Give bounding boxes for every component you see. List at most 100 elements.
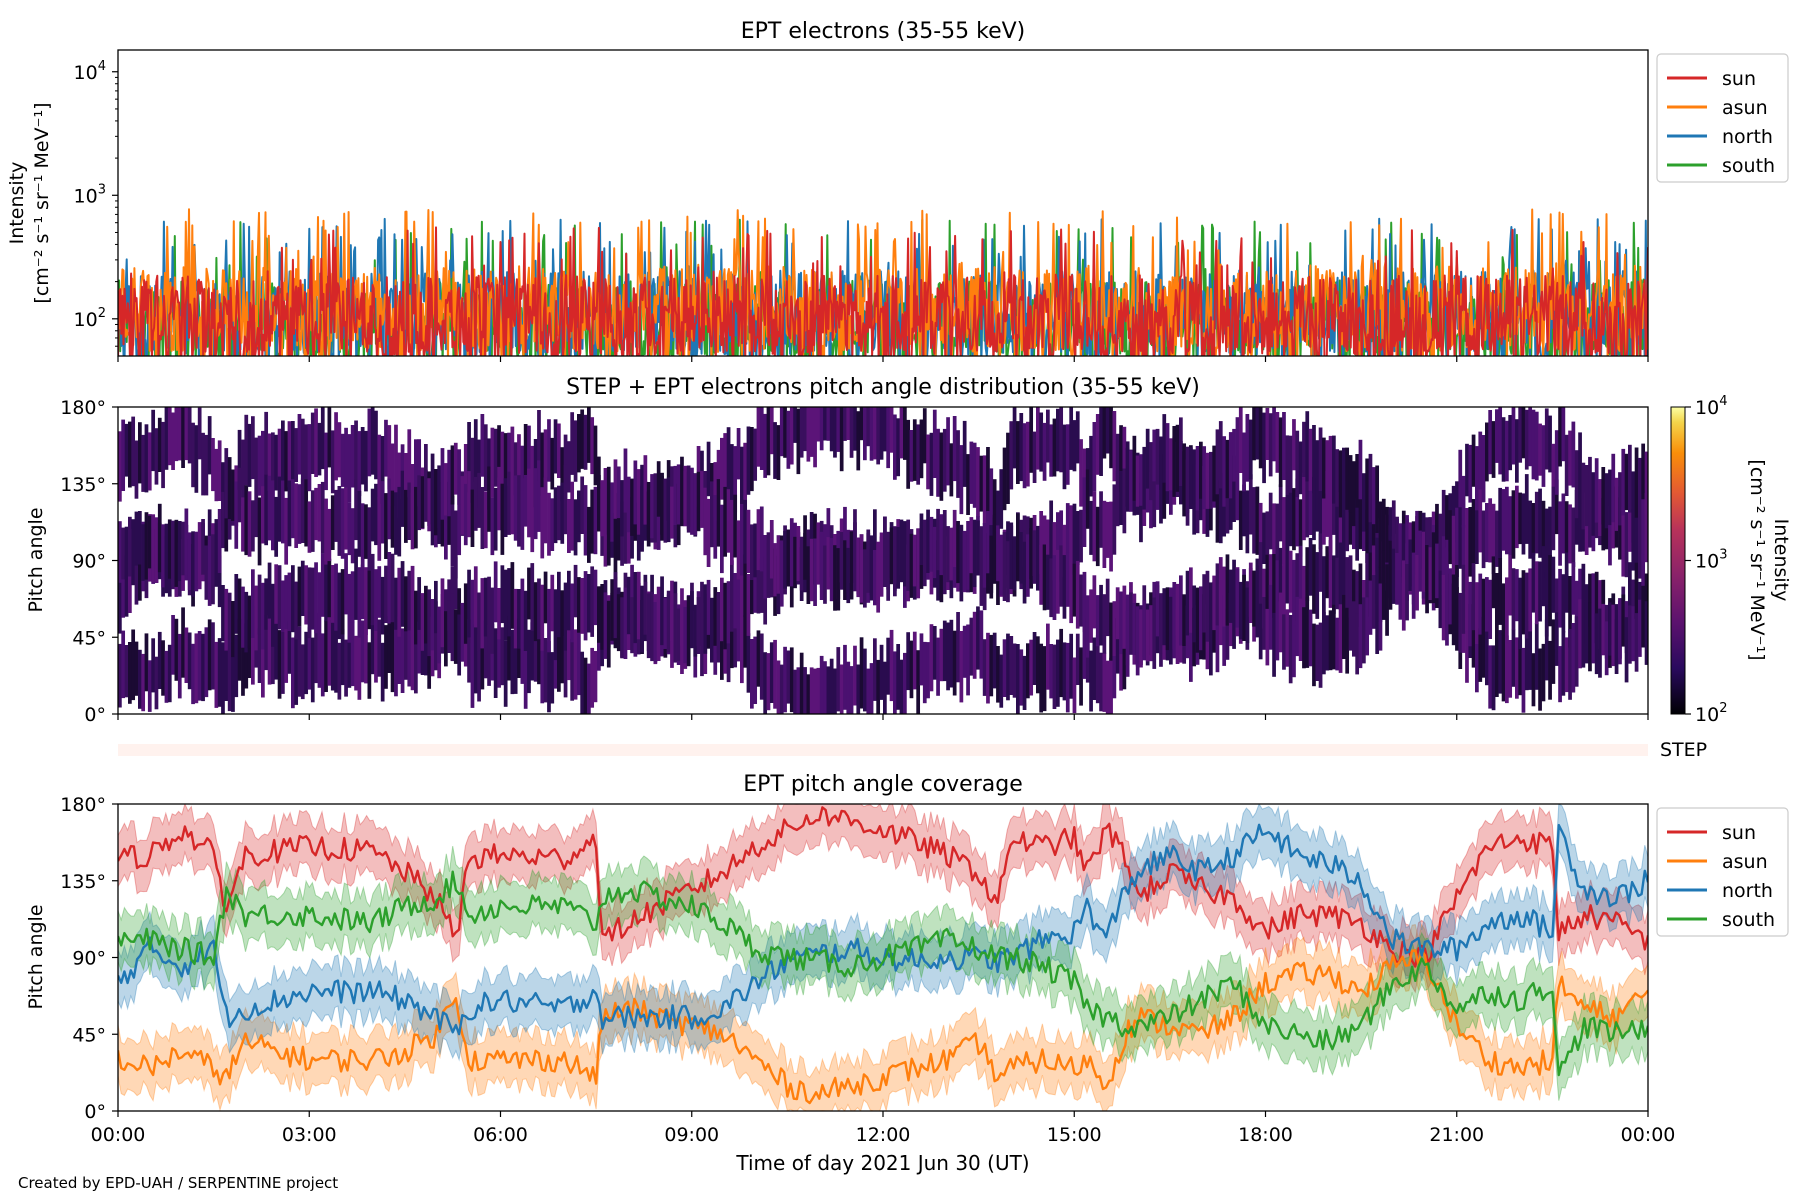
legend-label-asun: asun	[1722, 97, 1768, 119]
pad-cell-north	[1438, 513, 1443, 578]
pad-cell-north	[1621, 448, 1626, 516]
pad-cell-asun	[863, 648, 867, 712]
pad-cell-south	[1006, 541, 1010, 603]
pad-cell-north	[1169, 438, 1173, 491]
pad-cell-south	[1192, 585, 1197, 643]
pad-cell-south	[1182, 594, 1187, 646]
pad-cell-south	[560, 482, 565, 544]
pad-cell-sun	[151, 409, 156, 472]
pad-cell-asun	[1538, 648, 1542, 711]
pad-cell-asun	[750, 639, 754, 709]
pad-cell-north	[1046, 519, 1050, 576]
pad-cell-north	[690, 591, 694, 649]
pad-cell-north	[493, 561, 498, 623]
pad-cell-sun	[1544, 408, 1549, 470]
pad-cell-north	[417, 577, 422, 630]
pad-cell-sun	[776, 425, 781, 480]
pad-cell-asun	[124, 645, 129, 698]
pad-cell-asun	[221, 642, 225, 714]
pad-cell-asun	[1016, 644, 1020, 714]
legend-label-sun: sun	[1722, 822, 1756, 844]
intensity-line-sun	[118, 226, 1648, 356]
pad-cell-south	[846, 547, 851, 604]
pad-cell-south	[550, 498, 555, 551]
pad-cell-north	[1591, 472, 1596, 536]
pad-cell-south	[1115, 587, 1120, 640]
pad-cell-asun	[1332, 555, 1336, 614]
pad-cell-asun	[527, 629, 531, 694]
pad-cell-asun	[224, 630, 229, 701]
pad-cell-north	[314, 562, 318, 634]
colorbar-label-line2: [cm⁻² s⁻¹ sr⁻¹ MeV⁻¹]	[1746, 459, 1768, 660]
pad-cell-sun	[497, 425, 501, 478]
pad-cell-south	[1345, 607, 1350, 674]
pad-cell-sun	[759, 407, 764, 470]
pad-cell-asun	[483, 620, 488, 679]
pad-cell-north	[1588, 456, 1592, 516]
pad-cell-sun	[164, 407, 169, 470]
pad-cell-south	[613, 459, 618, 519]
pad-cell-sun	[656, 491, 661, 550]
pad-cell-north	[1039, 511, 1044, 575]
pad-cell-asun	[547, 641, 551, 713]
pad-cell-sun	[281, 420, 285, 491]
x-tick-label: 00:00	[1621, 1124, 1676, 1146]
pad-cell-sun	[1002, 447, 1007, 511]
pad-cell-north	[317, 572, 322, 641]
pad-cell-north	[703, 584, 708, 654]
pad-cell-south	[603, 468, 608, 525]
pad-cell-south	[710, 481, 714, 548]
pad-cell-sun	[789, 407, 794, 465]
pad-cell-asun	[1059, 628, 1064, 698]
y-tick-label: 103	[74, 182, 106, 207]
pad-cell-asun	[1092, 637, 1097, 700]
pad-cell-north	[344, 553, 348, 615]
pad-cell-north	[1179, 417, 1183, 486]
pad-cell-south	[1644, 601, 1648, 665]
pad-cell-north	[1561, 407, 1566, 462]
pad-cell-asun	[227, 649, 232, 712]
pad-cell-south	[979, 526, 984, 596]
pad-cell-asun	[394, 625, 398, 697]
pad-cell-asun	[769, 642, 774, 703]
y-tick-label: 0°	[84, 1101, 106, 1123]
pad-cell-sun	[1325, 471, 1330, 537]
pad-cell-north	[377, 566, 382, 618]
pad-cell-south	[1441, 574, 1446, 641]
panel3-ylabel: Pitch angle	[25, 904, 47, 1009]
pad-cell-north	[683, 606, 688, 664]
pad-cell-sun	[952, 416, 957, 482]
pad-cell-south	[1558, 646, 1562, 703]
pad-cell-north	[1155, 428, 1160, 485]
pad-cell-sun	[1511, 407, 1516, 465]
pad-cell-south	[1312, 623, 1316, 687]
pad-cell-sun	[354, 420, 358, 488]
pad-cell-south	[543, 477, 548, 544]
pad-cell-south	[1355, 613, 1360, 675]
pad-cell-asun	[989, 634, 994, 697]
pad-cell-south	[696, 471, 701, 532]
pad-cell-sun	[730, 444, 734, 512]
panel1-ylabel-line1: Intensity	[6, 162, 28, 245]
pad-cell-north	[1505, 486, 1509, 555]
pad-cell-south	[1042, 544, 1047, 611]
pad-cell-sun	[171, 412, 175, 470]
pad-cell-asun	[813, 668, 817, 714]
pad-cell-south	[1095, 595, 1100, 647]
pad-cell-north	[304, 565, 309, 625]
pad-cell-sun	[1342, 487, 1346, 546]
pad-cell-south	[829, 538, 834, 602]
pad-cell-asun	[836, 647, 841, 712]
pad-cell-south	[277, 476, 282, 542]
pad-cell-south	[673, 465, 678, 525]
pad-cell-asun	[972, 611, 977, 679]
pad-cell-south	[1032, 530, 1037, 584]
pad-cell-sun	[1252, 487, 1256, 554]
pad-cell-south	[434, 469, 438, 536]
pad-cell-north	[1515, 485, 1519, 549]
pad-cell-north	[1225, 439, 1230, 499]
pad-cell-sun	[873, 407, 877, 460]
pad-cell-south	[1375, 590, 1380, 654]
pad-cell-asun	[1541, 643, 1546, 702]
